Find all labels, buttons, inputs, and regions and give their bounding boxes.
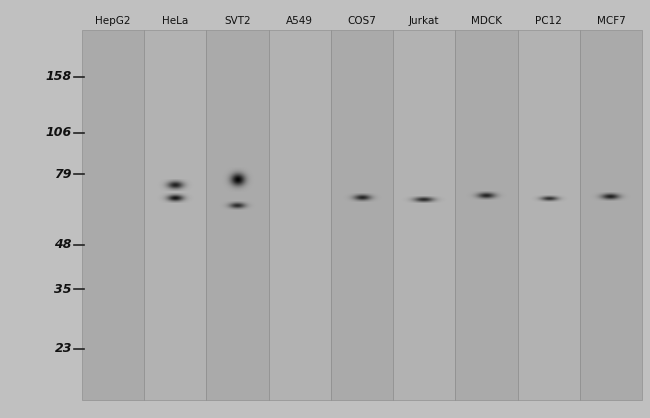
Text: PC12: PC12: [535, 16, 562, 26]
Text: HeLa: HeLa: [162, 16, 188, 26]
Bar: [207, 30, 268, 400]
Text: MCF7: MCF7: [597, 16, 625, 26]
Bar: [144, 30, 207, 400]
Text: 23: 23: [55, 342, 72, 355]
Text: COS7: COS7: [348, 16, 376, 26]
Bar: [456, 30, 517, 400]
Bar: [517, 30, 580, 400]
Text: A549: A549: [286, 16, 313, 26]
Text: MDCK: MDCK: [471, 16, 502, 26]
Text: 35: 35: [55, 283, 72, 296]
Bar: [393, 30, 456, 400]
Bar: [580, 30, 642, 400]
Bar: [268, 30, 331, 400]
Text: 48: 48: [55, 238, 72, 251]
Bar: [331, 30, 393, 400]
Text: Jurkat: Jurkat: [409, 16, 439, 26]
Text: HepG2: HepG2: [96, 16, 131, 26]
Text: SVT2: SVT2: [224, 16, 251, 26]
Text: 106: 106: [46, 127, 72, 140]
Text: 79: 79: [55, 168, 72, 181]
Bar: [82, 30, 144, 400]
Text: 158: 158: [46, 70, 72, 83]
